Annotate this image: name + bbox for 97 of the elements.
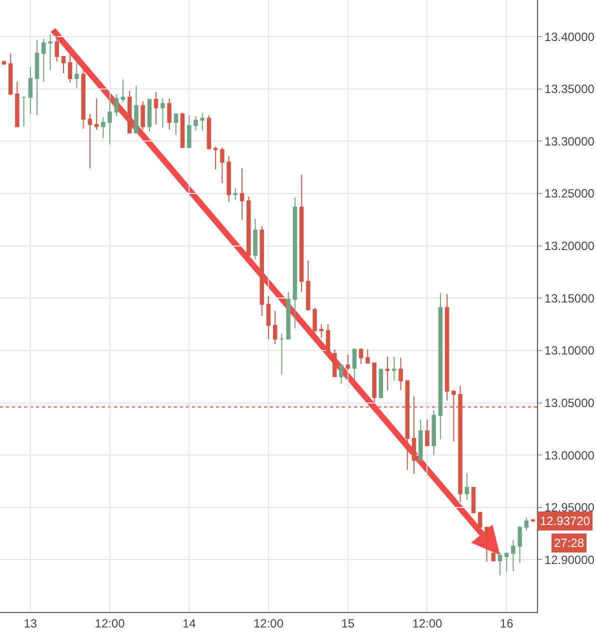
- candlestick: [332, 348, 337, 378]
- x-tick-label: 12:00: [94, 616, 126, 630]
- x-tick-label: 12:00: [412, 616, 443, 630]
- candlestick: [418, 419, 423, 461]
- candlestick: [28, 66, 33, 115]
- candlestick: [484, 526, 489, 562]
- candlestick: [128, 90, 132, 134]
- candlestick: [392, 356, 396, 382]
- candlestick: [220, 147, 224, 184]
- candlestick: [491, 550, 496, 562]
- y-tick-label: 13.40000: [544, 30, 595, 44]
- candlestick: [498, 552, 502, 576]
- candlestick: [61, 56, 66, 74]
- y-tick-label: 13.20000: [544, 239, 595, 254]
- y-tick-label: 13.10000: [544, 344, 595, 358]
- candlestick: [438, 292, 443, 440]
- candlestick: [246, 196, 251, 257]
- candlestick: [425, 419, 430, 446]
- text: 27:28: [554, 536, 584, 550]
- candlestick: [206, 114, 212, 150]
- candlestick: [253, 218, 258, 260]
- candlestick: [326, 324, 330, 354]
- candlestick: [94, 98, 99, 130]
- y-tick-label: 13.30000: [544, 134, 595, 148]
- candlestick: [8, 52, 13, 96]
- x-tick-label: 14: [182, 616, 196, 630]
- candlestick: [471, 487, 476, 514]
- candlestick: [299, 174, 304, 292]
- candlestick: [160, 98, 165, 128]
- candlestick: [312, 307, 317, 336]
- y-tick-label: 13.25000: [544, 186, 595, 201]
- candlestick: [260, 225, 264, 316]
- candlestick: [42, 38, 46, 82]
- candlestick: [68, 52, 72, 84]
- candlestick: [432, 410, 436, 456]
- candlestick: [478, 511, 482, 529]
- candlestick: [194, 116, 198, 132]
- candlestick: [292, 197, 298, 329]
- candlestick: [200, 112, 204, 132]
- candlestick: [306, 260, 310, 312]
- y-tick-label: 12.90000: [544, 552, 595, 567]
- candlestick: [511, 539, 516, 572]
- candlestick: [48, 34, 52, 71]
- candlestick: [167, 98, 172, 130]
- candlestick: [319, 324, 324, 338]
- candlestick: [233, 188, 238, 200]
- candlestick: [134, 85, 138, 134]
- candlestick: [213, 146, 218, 170]
- candlestick: [81, 68, 86, 130]
- candlestick: [444, 293, 450, 402]
- candlestick: [226, 155, 231, 202]
- y-tick-label: 13.00000: [544, 448, 595, 462]
- candlestick: [108, 98, 112, 145]
- y-tick-label: 13.05000: [544, 396, 595, 410]
- x-tick-label: 12:00: [253, 616, 284, 630]
- candlestick: [372, 362, 376, 404]
- candlestick: [366, 348, 370, 364]
- candlestick: [339, 364, 344, 384]
- x-tick-label: 15: [341, 616, 355, 630]
- candlestick: [54, 34, 59, 62]
- y-tick-label: 13.35000: [544, 82, 595, 96]
- candlestick: [266, 296, 271, 340]
- candlestick: [518, 526, 522, 564]
- candlestick: [385, 356, 390, 391]
- candlestick: [180, 112, 185, 148]
- candlestick: [240, 168, 244, 220]
- candlestick: [358, 348, 364, 365]
- candlestick: [352, 348, 357, 380]
- candlestick: [174, 114, 178, 136]
- x-tick-label: 16: [500, 616, 514, 630]
- candlestick: [286, 291, 290, 340]
- x-tick-label: 13: [24, 616, 38, 630]
- y-tick-label: 12.95000: [544, 500, 595, 515]
- candlestick: [2, 60, 6, 66]
- candlestick: [34, 39, 40, 116]
- candlestick: [524, 517, 529, 531]
- y-tick-label: 13.15000: [544, 291, 595, 306]
- candlestick: [378, 368, 384, 400]
- candlestick: [74, 61, 79, 88]
- candlestick: [15, 81, 20, 128]
- text: 12.93720: [540, 514, 590, 528]
- candlestick: [464, 472, 470, 501]
- candlestick: [22, 96, 26, 128]
- candlestick: [88, 114, 92, 169]
- candlestick: [101, 116, 106, 139]
- candlestick: [140, 100, 145, 130]
- candlestick: [114, 94, 119, 117]
- candlestick: [187, 114, 192, 148]
- candlestick: [504, 552, 509, 572]
- candlestick: [280, 333, 284, 376]
- candlestick: [346, 354, 350, 371]
- candlestick: [398, 357, 403, 391]
- candlestick: [272, 310, 278, 345]
- candlestick: [530, 518, 536, 523]
- candlestick: [147, 98, 152, 132]
- candlestick: [154, 92, 158, 125]
- candlestick: [120, 79, 126, 104]
